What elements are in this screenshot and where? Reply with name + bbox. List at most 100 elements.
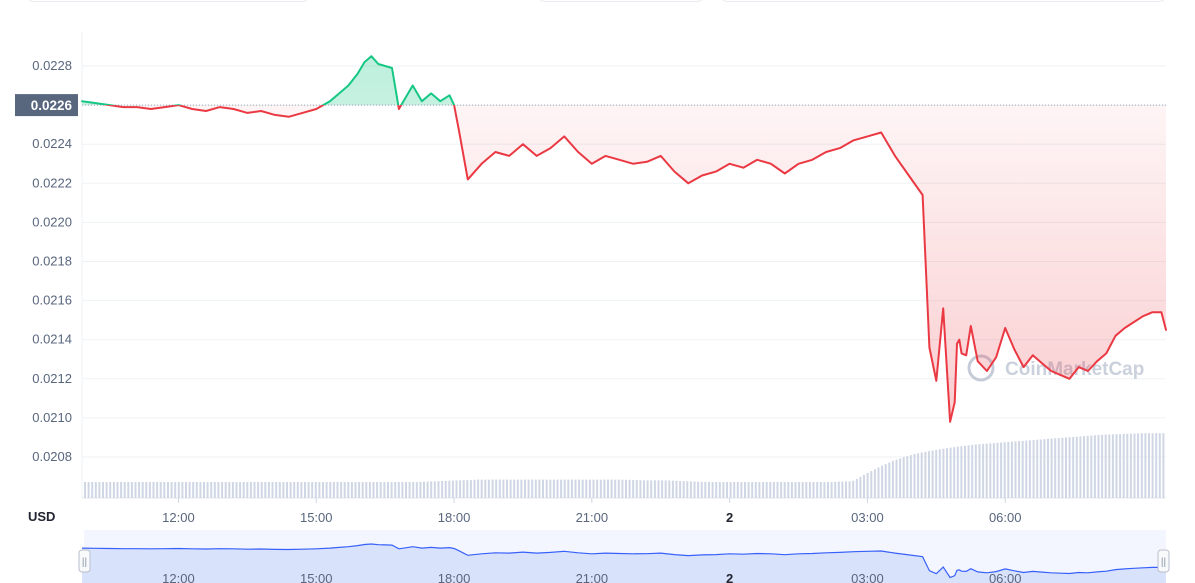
volume-bar bbox=[1065, 437, 1067, 498]
volume-bar bbox=[722, 482, 725, 498]
volume-bar bbox=[167, 482, 169, 498]
volume-bar bbox=[780, 482, 783, 498]
volume-bar bbox=[682, 481, 685, 498]
volume-bar bbox=[1007, 442, 1010, 498]
volume-bar bbox=[1137, 433, 1140, 498]
volume-bar bbox=[592, 479, 595, 498]
volume-bar bbox=[527, 479, 530, 498]
volume-bar bbox=[549, 479, 552, 498]
volume-bar bbox=[870, 471, 873, 498]
volume-bar bbox=[109, 482, 112, 498]
volume-bar bbox=[1129, 433, 1132, 498]
volume-bar bbox=[437, 481, 440, 498]
volume-bar bbox=[996, 442, 999, 498]
volume-bar bbox=[1003, 442, 1006, 498]
volume-bar bbox=[516, 479, 519, 498]
volume-bar bbox=[552, 479, 555, 498]
volume-bar bbox=[570, 479, 573, 498]
navigator-handle-left[interactable]: || bbox=[78, 549, 91, 573]
volume-bar bbox=[808, 482, 811, 498]
volume-bar bbox=[560, 479, 563, 498]
volume-bar bbox=[931, 450, 934, 498]
volume-bar bbox=[812, 482, 815, 498]
volume-bar bbox=[221, 482, 224, 498]
volume-bar bbox=[985, 443, 988, 498]
volume-bar bbox=[91, 482, 94, 498]
volume-bar bbox=[1148, 433, 1150, 498]
volume-bar bbox=[495, 479, 498, 498]
volume-bar bbox=[661, 480, 664, 498]
price-line-down bbox=[102, 105, 1167, 423]
volume-bar bbox=[513, 479, 516, 498]
volume-bar bbox=[372, 482, 375, 498]
volume-bar bbox=[329, 482, 332, 498]
volume-bars bbox=[84, 433, 1165, 498]
volume-bar bbox=[837, 481, 840, 498]
volume-bar bbox=[1158, 433, 1161, 498]
navigator-handle-left-grip-icon: || bbox=[82, 557, 87, 568]
volume-bar bbox=[394, 482, 397, 498]
volume-bar bbox=[1025, 440, 1028, 498]
volume-bar bbox=[231, 482, 234, 498]
volume-bar bbox=[881, 465, 884, 498]
volume-bar bbox=[502, 479, 505, 498]
volume-bar bbox=[614, 479, 617, 498]
navigator-x-tick-label: 03:00 bbox=[851, 571, 884, 583]
volume-bar bbox=[964, 445, 966, 498]
volume-bar bbox=[296, 482, 299, 498]
volume-bar bbox=[1000, 442, 1003, 498]
volume-bar bbox=[340, 482, 343, 498]
volume-bar bbox=[405, 482, 407, 498]
time-range-navigator[interactable]: 12:00 15:00 18:00 21:00 2 03:00 06:00 || || bbox=[78, 530, 1170, 583]
volume-bar bbox=[148, 482, 151, 498]
volume-bar bbox=[776, 482, 779, 498]
volume-bar bbox=[834, 481, 837, 498]
volume-bar bbox=[946, 448, 948, 498]
volume-bar bbox=[1111, 434, 1114, 498]
x-axis: USD 12:00 15:00 18:00 21:00 2 03:00 06:00 bbox=[28, 498, 1022, 525]
volume-bar bbox=[473, 479, 476, 498]
volume-bar bbox=[783, 482, 786, 498]
volume-bar bbox=[603, 479, 606, 498]
volume-bar bbox=[711, 482, 714, 498]
volume-bar bbox=[906, 456, 909, 498]
volume-bar bbox=[267, 482, 270, 498]
volume-bar bbox=[376, 482, 379, 498]
volume-bar bbox=[347, 482, 350, 498]
x-tick-label: 12:00 bbox=[162, 510, 195, 525]
volume-bar bbox=[138, 482, 141, 498]
volume-bar bbox=[210, 482, 213, 498]
volume-bar bbox=[772, 482, 775, 498]
volume-bar bbox=[1054, 438, 1057, 498]
volume-bar bbox=[769, 482, 772, 498]
volume-bar bbox=[859, 476, 862, 498]
volume-bar bbox=[112, 482, 115, 498]
volume-bar bbox=[574, 479, 577, 498]
volume-bar bbox=[747, 482, 750, 498]
volume-bar bbox=[1162, 433, 1165, 498]
volume-bar bbox=[116, 482, 119, 498]
volume-bar bbox=[1133, 433, 1136, 498]
volume-bar bbox=[430, 481, 433, 498]
volume-bar bbox=[1047, 438, 1049, 498]
volume-bar bbox=[477, 479, 480, 498]
volume-bar bbox=[159, 482, 162, 498]
volume-bar bbox=[275, 482, 278, 498]
y-tick-label: 0.0222 bbox=[32, 175, 72, 190]
navigator-handle-right[interactable]: || bbox=[1157, 549, 1170, 573]
volume-bar bbox=[451, 480, 454, 498]
volume-bar bbox=[156, 482, 159, 498]
volume-bar bbox=[1083, 436, 1085, 498]
volume-bar bbox=[827, 482, 829, 498]
volume-bar bbox=[1061, 437, 1064, 498]
volume-bar bbox=[307, 482, 310, 498]
volume-bar bbox=[134, 482, 137, 498]
volume-bar bbox=[314, 482, 317, 498]
volume-bar bbox=[239, 482, 242, 498]
navigator-line bbox=[81, 543, 1167, 579]
volume-bar bbox=[448, 480, 451, 498]
volume-bar bbox=[754, 482, 757, 498]
volume-bar bbox=[94, 482, 97, 498]
